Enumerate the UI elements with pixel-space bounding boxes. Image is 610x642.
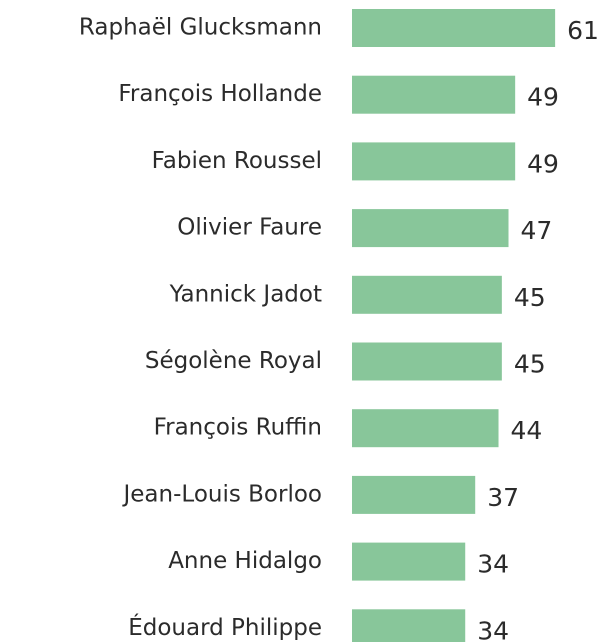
- value-label: 34: [477, 616, 509, 642]
- category-label: Édouard Philippe: [128, 613, 322, 641]
- category-label: Ségolène Royal: [145, 348, 322, 374]
- value-label: 34: [477, 550, 509, 579]
- bar: [352, 9, 556, 47]
- bar: [352, 609, 466, 642]
- bar: [352, 275, 502, 314]
- category-label: François Ruffin: [154, 415, 322, 441]
- value-label: 45: [514, 283, 546, 312]
- bar: [352, 209, 509, 248]
- category-label: Fabien Roussel: [152, 148, 322, 174]
- value-label: 49: [527, 83, 559, 112]
- value-label: 37: [487, 483, 519, 512]
- category-label: Anne Hidalgo: [168, 548, 322, 574]
- value-label: 45: [514, 350, 546, 379]
- value-label: 49: [527, 149, 559, 178]
- category-label: Yannick Jadot: [169, 281, 322, 307]
- value-label: 47: [521, 216, 553, 245]
- bar: [352, 475, 476, 514]
- bar: [352, 342, 502, 381]
- value-label: 44: [511, 416, 543, 445]
- category-label: Olivier Faure: [177, 215, 322, 241]
- category-label: Raphaël Glucksmann: [79, 15, 322, 41]
- category-label: Jean-Louis Borloo: [122, 481, 323, 507]
- bar: [352, 142, 516, 181]
- bar: [352, 409, 499, 448]
- category-label: François Hollande: [118, 81, 322, 107]
- value-label: 61: [567, 16, 599, 45]
- bar: [352, 75, 516, 114]
- bar: [352, 542, 466, 581]
